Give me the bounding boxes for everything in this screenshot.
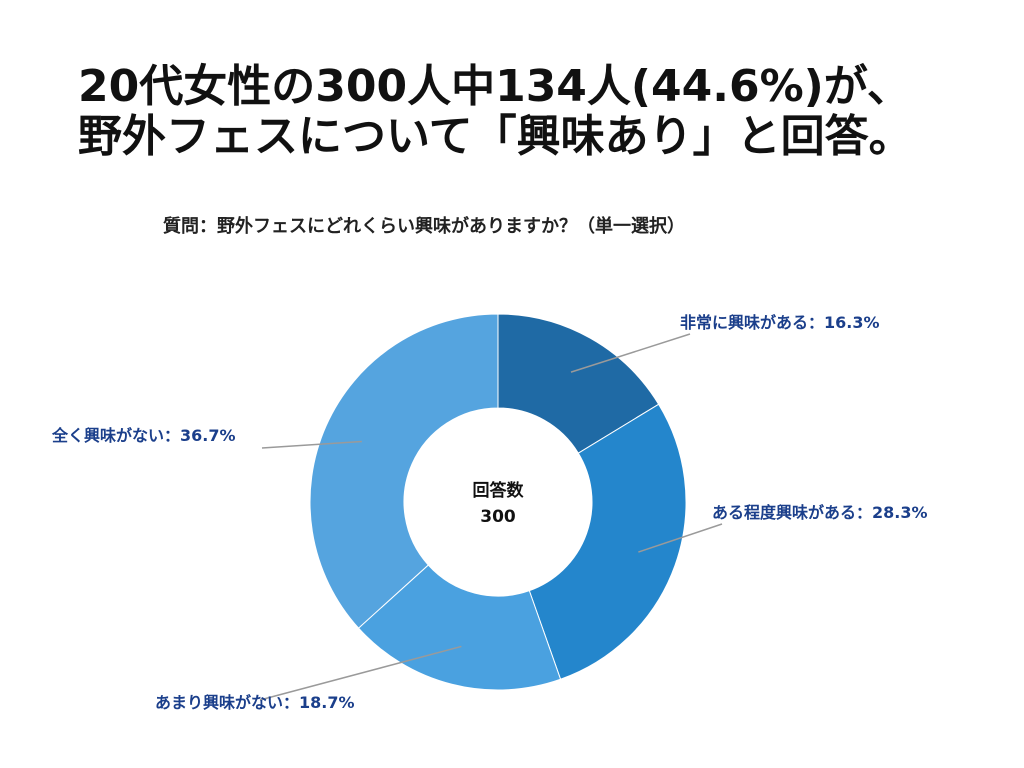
slice-labels-group: 非常に興味がある：16.3% ある程度興味がある：28.3% あまり興味がない：18… (51, 313, 928, 712)
center-value: 300 (480, 507, 516, 527)
slices-group (309, 313, 687, 691)
leader-line-somewhat-interested (638, 523, 723, 553)
slice-somewhat-interested (528, 403, 687, 680)
slice-not-interested (309, 313, 499, 629)
page-title: 20代女性の300人中134人(44.6%)が、 野外フェスについて「興味あり」… (78, 62, 998, 162)
slice-very-interested (497, 313, 660, 454)
leader-line-not-very-interested (259, 645, 462, 701)
leader-line-very-interested (570, 333, 691, 373)
slice-label-not-very-interested: あまり興味がない：18.7% (155, 693, 355, 712)
center-label: 回答数 (473, 480, 525, 501)
slice-not-very-interested (357, 564, 562, 691)
leader-line-not-interested (261, 440, 362, 449)
leader-lines-group (259, 333, 723, 701)
title-line-2: 野外フェスについて「興味あり」と回答。 (78, 111, 913, 162)
question-text: 質問：野外フェスにどれくらい興味がありますか？（単一選択） (163, 216, 685, 237)
title-line-1: 20代女性の300人中134人(44.6%)が、 (78, 61, 911, 112)
slice-label-very-interested: 非常に興味がある：16.3% (680, 313, 880, 332)
slice-label-somewhat-interested: ある程度興味がある：28.3% (712, 503, 928, 522)
slice-label-not-interested: 全く興味がない：36.7% (51, 426, 236, 445)
